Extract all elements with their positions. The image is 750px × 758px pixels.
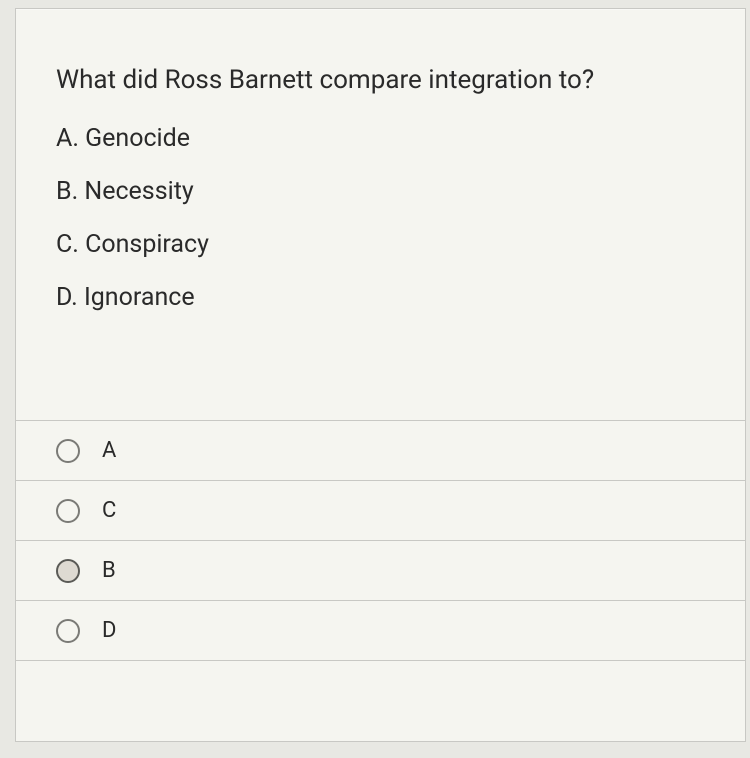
answer-label: D <box>102 618 116 643</box>
question-block: What did Ross Barnett compare integratio… <box>16 9 745 364</box>
choice-c: C. Conspiracy <box>56 230 705 259</box>
radio-icon[interactable] <box>56 499 80 523</box>
choice-text: Conspiracy <box>85 230 209 259</box>
radio-icon[interactable] <box>56 559 80 583</box>
choice-letter: A <box>56 124 72 153</box>
choice-letter: D <box>56 283 71 312</box>
choice-d: D. Ignorance <box>56 283 705 312</box>
radio-icon[interactable] <box>56 439 80 463</box>
answer-option-b[interactable]: B <box>16 541 745 601</box>
answer-option-c[interactable]: C <box>16 481 745 541</box>
answer-label: A <box>102 438 116 463</box>
question-prompt: What did Ross Barnett compare integratio… <box>56 63 705 98</box>
choice-a: A. Genocide <box>56 124 705 153</box>
answer-label: C <box>102 498 116 523</box>
answer-option-a[interactable]: A <box>16 421 745 481</box>
choice-text: Necessity <box>84 177 193 206</box>
answer-label: B <box>102 558 116 583</box>
choice-text: Genocide <box>85 124 190 153</box>
choice-b: B. Necessity <box>56 177 705 206</box>
answer-options: A C B D <box>16 420 745 661</box>
answer-option-d[interactable]: D <box>16 601 745 661</box>
radio-icon[interactable] <box>56 619 80 643</box>
choice-letter: B <box>56 177 72 206</box>
choice-letter: C <box>56 230 72 259</box>
choice-text: Ignorance <box>84 283 195 312</box>
question-card: What did Ross Barnett compare integratio… <box>15 8 746 742</box>
